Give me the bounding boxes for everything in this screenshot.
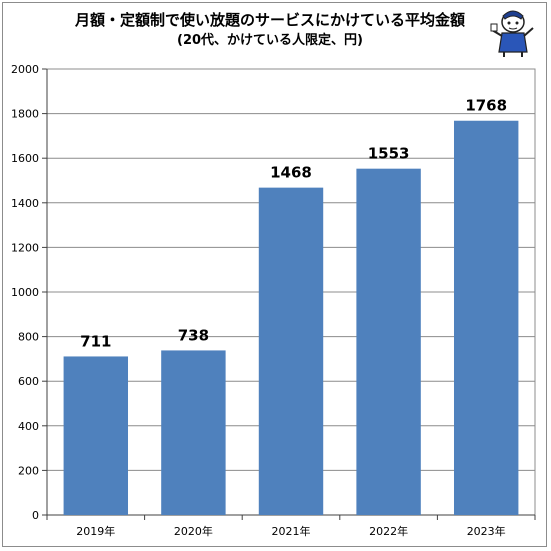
chart-subtitle: (20代、かけている人限定、円)	[177, 33, 363, 48]
bar	[63, 356, 129, 515]
bar	[258, 187, 324, 516]
data-label: 711	[80, 332, 111, 350]
x-tick-label: 2021年	[272, 524, 311, 538]
data-label: 738	[178, 326, 209, 344]
data-label: 1468	[270, 164, 312, 182]
y-tick-label: 1000	[11, 286, 39, 299]
y-tick-label: 600	[18, 375, 39, 388]
x-tick-label: 2023年	[467, 524, 506, 538]
x-tick-label: 2020年	[174, 524, 213, 538]
y-tick-label: 1800	[11, 108, 39, 121]
y-tick-label: 1600	[11, 152, 39, 165]
x-tick-label: 2019年	[76, 524, 115, 538]
bar	[453, 120, 519, 516]
y-tick-label: 200	[18, 464, 39, 477]
chart-title-block: 月額・定額制で使い放題のサービスにかけている平均金額 (20代、かけている人限定…	[60, 10, 480, 50]
y-tick-label: 400	[18, 420, 39, 433]
data-label: 1553	[368, 145, 410, 163]
bar	[161, 350, 226, 515]
y-tick-label: 1200	[11, 241, 39, 254]
y-tick-label: 800	[18, 331, 39, 344]
y-tick-label: 2000	[11, 63, 39, 76]
data-label: 1768	[465, 97, 507, 115]
y-tick-label: 0	[32, 509, 39, 522]
chart-title: 月額・定額制で使い放題のサービスにかけている平均金額	[74, 11, 465, 29]
y-tick-label: 1400	[11, 197, 39, 210]
x-tick-label: 2022年	[369, 524, 408, 538]
character-mascot-icon	[490, 10, 534, 57]
bar	[356, 168, 421, 515]
